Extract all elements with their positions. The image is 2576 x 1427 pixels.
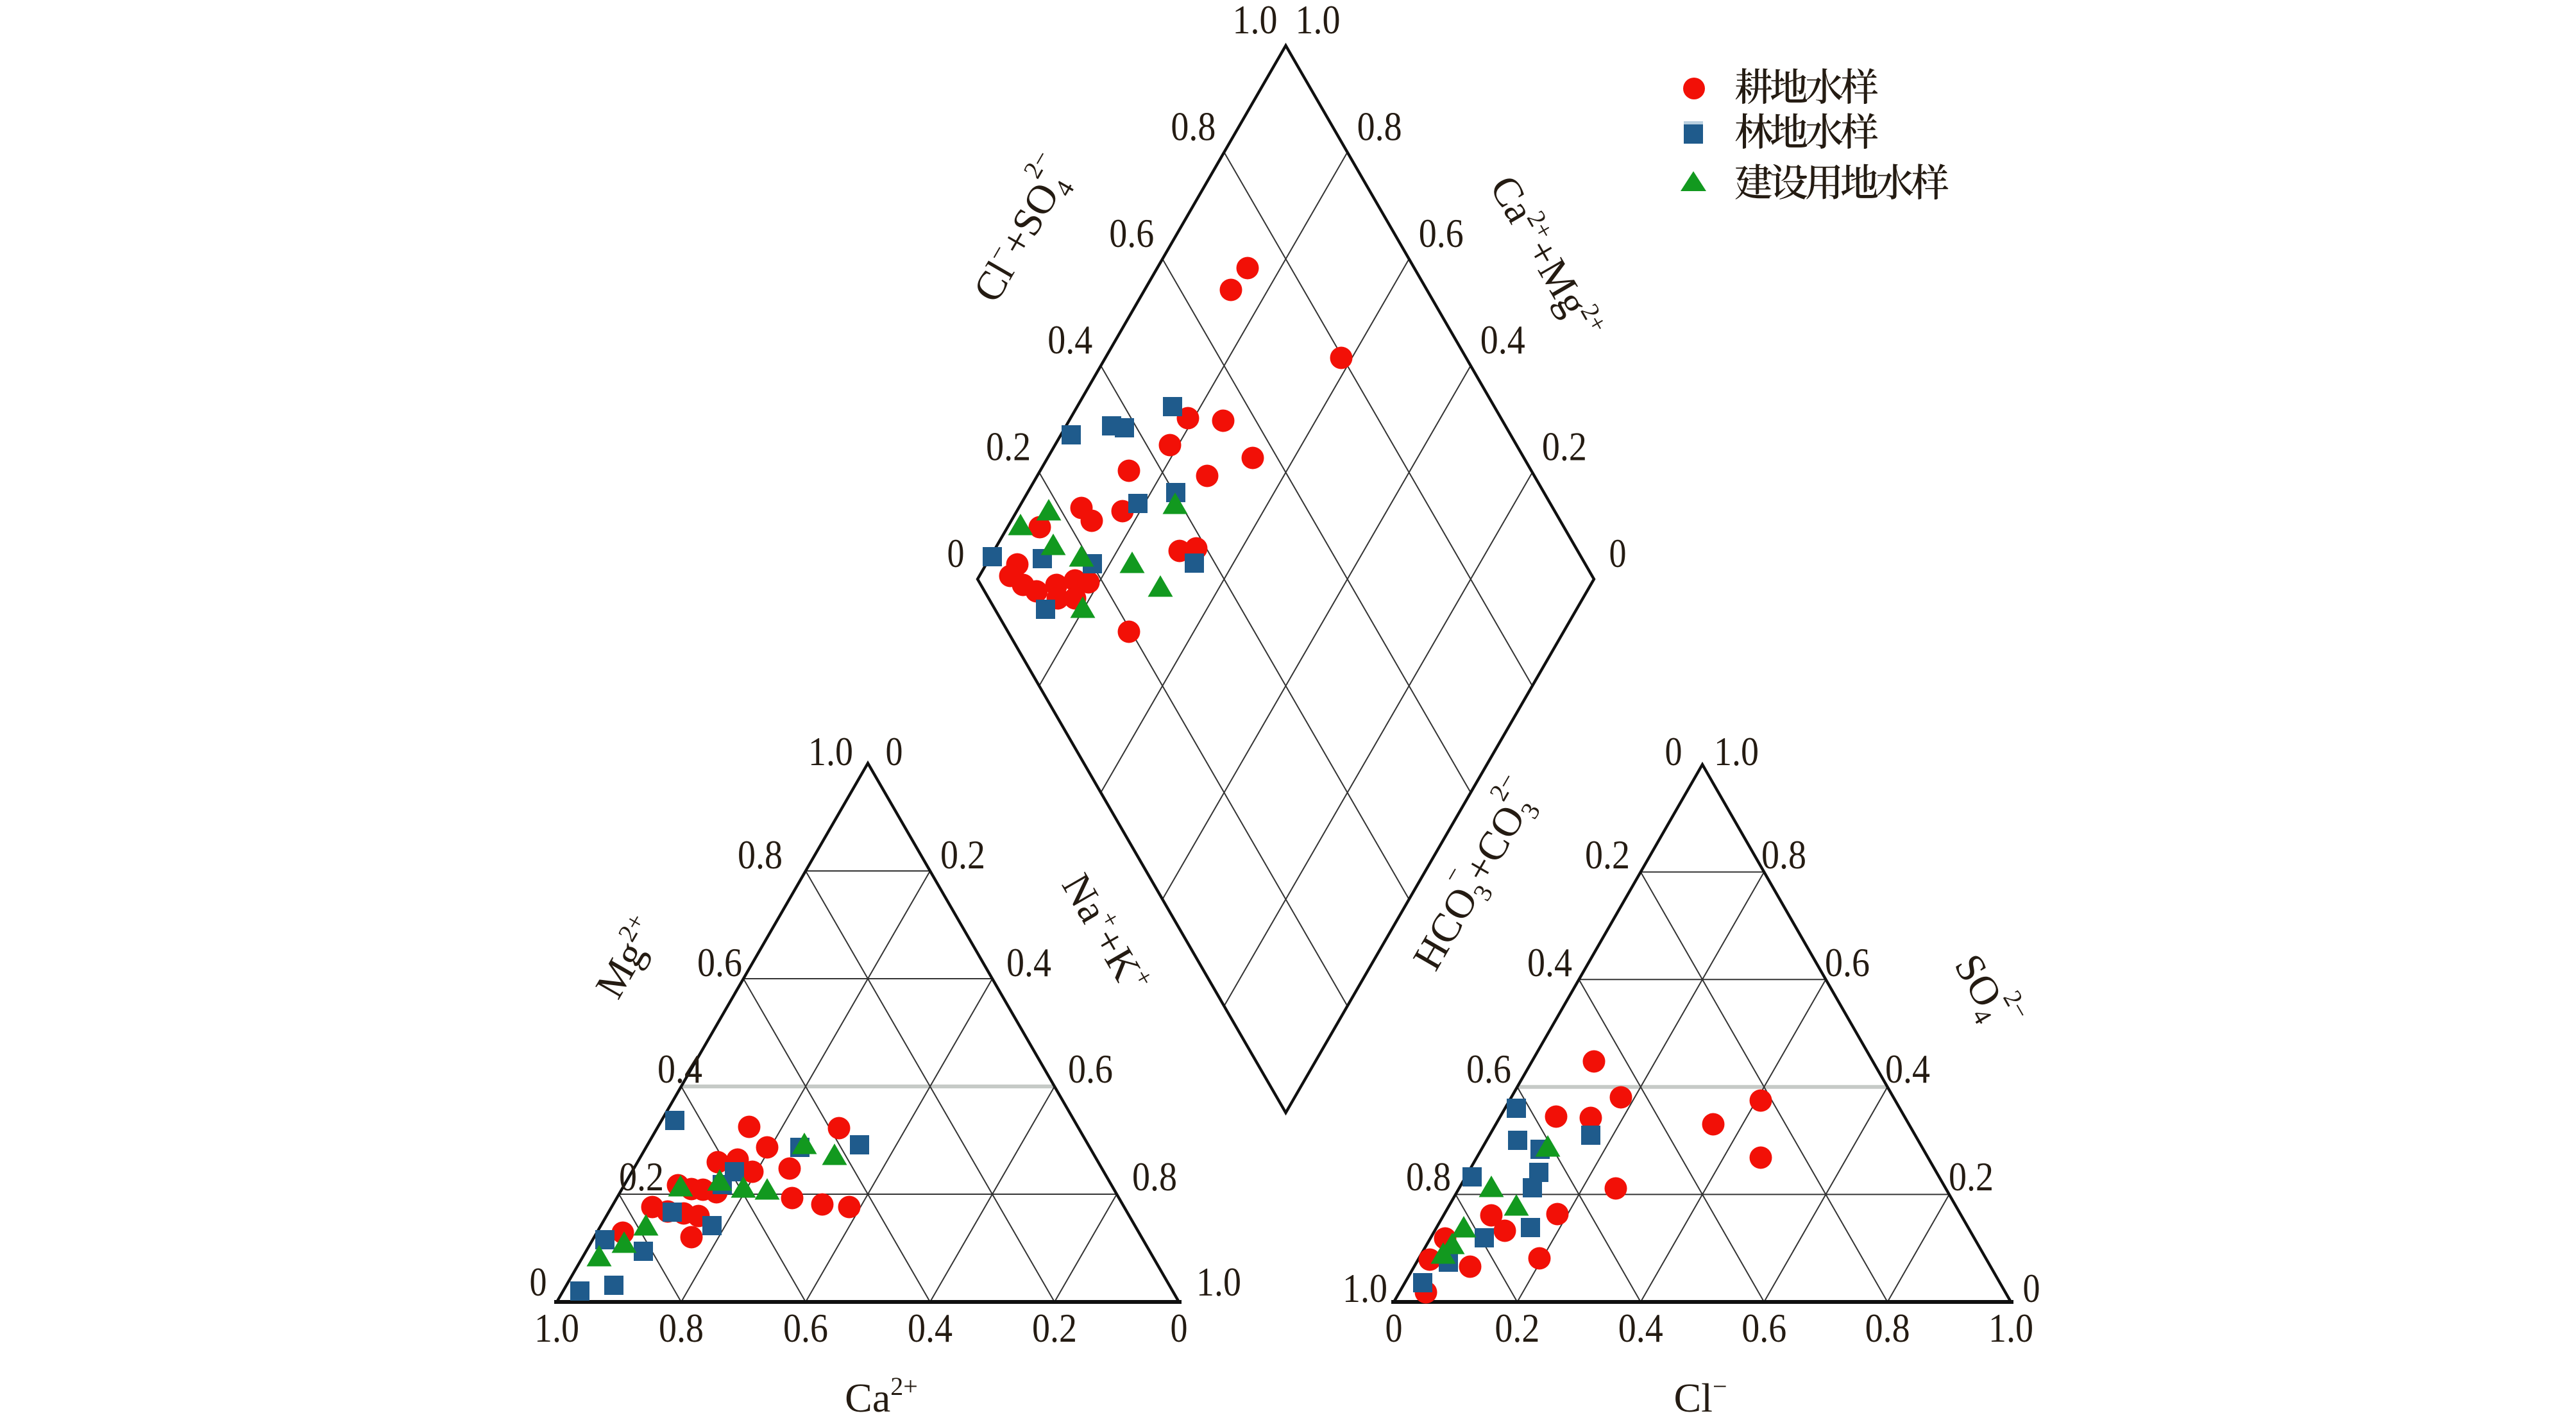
svg-text:0.6: 0.6 — [1466, 1046, 1511, 1092]
svg-text:1.0: 1.0 — [1233, 0, 1278, 42]
svg-text:0.6: 0.6 — [1109, 210, 1154, 256]
svg-text:0.8: 0.8 — [1132, 1154, 1177, 1199]
svg-text:0.4: 0.4 — [1006, 940, 1051, 985]
svg-text:0.8: 0.8 — [1171, 103, 1216, 149]
svg-text:1.0: 1.0 — [1343, 1265, 1387, 1311]
svg-text:0.2: 0.2 — [1032, 1305, 1077, 1351]
svg-text:0.8: 0.8 — [1406, 1154, 1451, 1199]
svg-text:0.2: 0.2 — [1585, 832, 1630, 877]
svg-text:0.6: 0.6 — [783, 1305, 828, 1351]
svg-text:0: 0 — [1171, 1305, 1188, 1351]
svg-text:0.4: 0.4 — [1047, 317, 1092, 362]
svg-text:0: 0 — [2023, 1265, 2040, 1311]
svg-text:0.2: 0.2 — [1949, 1154, 1994, 1199]
svg-text:0.6: 0.6 — [697, 940, 742, 985]
svg-text:0: 0 — [1609, 530, 1627, 576]
svg-text:1.0: 1.0 — [1196, 1259, 1241, 1305]
svg-text:0.6: 0.6 — [1419, 210, 1464, 256]
svg-text:1.0: 1.0 — [1296, 0, 1341, 42]
svg-text:0.4: 0.4 — [1480, 317, 1525, 362]
svg-text:0.4: 0.4 — [657, 1046, 702, 1092]
svg-text:0.8: 0.8 — [1865, 1305, 1910, 1351]
svg-text:1.0: 1.0 — [808, 729, 853, 774]
svg-text:0: 0 — [1385, 1305, 1403, 1351]
svg-text:1.0: 1.0 — [534, 1305, 579, 1351]
svg-text:0: 0 — [1665, 729, 1682, 774]
svg-text:0.2: 0.2 — [940, 832, 985, 877]
svg-text:0.4: 0.4 — [1618, 1305, 1663, 1351]
svg-text:0.2: 0.2 — [1542, 424, 1587, 469]
svg-text:0.2: 0.2 — [619, 1154, 664, 1199]
svg-text:1.0: 1.0 — [1714, 729, 1759, 774]
svg-text:0.4: 0.4 — [1885, 1046, 1930, 1092]
svg-text:0.6: 0.6 — [1825, 940, 1870, 985]
svg-text:0.8: 0.8 — [1357, 103, 1402, 149]
svg-text:1.0: 1.0 — [1988, 1305, 2033, 1351]
svg-text:0.2: 0.2 — [1495, 1305, 1539, 1351]
svg-text:0.8: 0.8 — [659, 1305, 704, 1351]
svg-text:0: 0 — [886, 729, 903, 774]
svg-text:0.8: 0.8 — [738, 832, 783, 877]
svg-text:0.6: 0.6 — [1068, 1046, 1113, 1092]
svg-text:0.4: 0.4 — [908, 1305, 953, 1351]
svg-text:Cl−: Cl− — [1674, 1372, 1727, 1421]
svg-text:Ca2+: Ca2+ — [845, 1372, 918, 1421]
svg-text:0: 0 — [947, 530, 965, 576]
svg-text:0.8: 0.8 — [1761, 832, 1806, 877]
svg-text:0.4: 0.4 — [1527, 940, 1572, 985]
svg-text:0.6: 0.6 — [1741, 1305, 1786, 1351]
svg-text:0.2: 0.2 — [986, 424, 1031, 469]
svg-text:0: 0 — [530, 1259, 547, 1305]
